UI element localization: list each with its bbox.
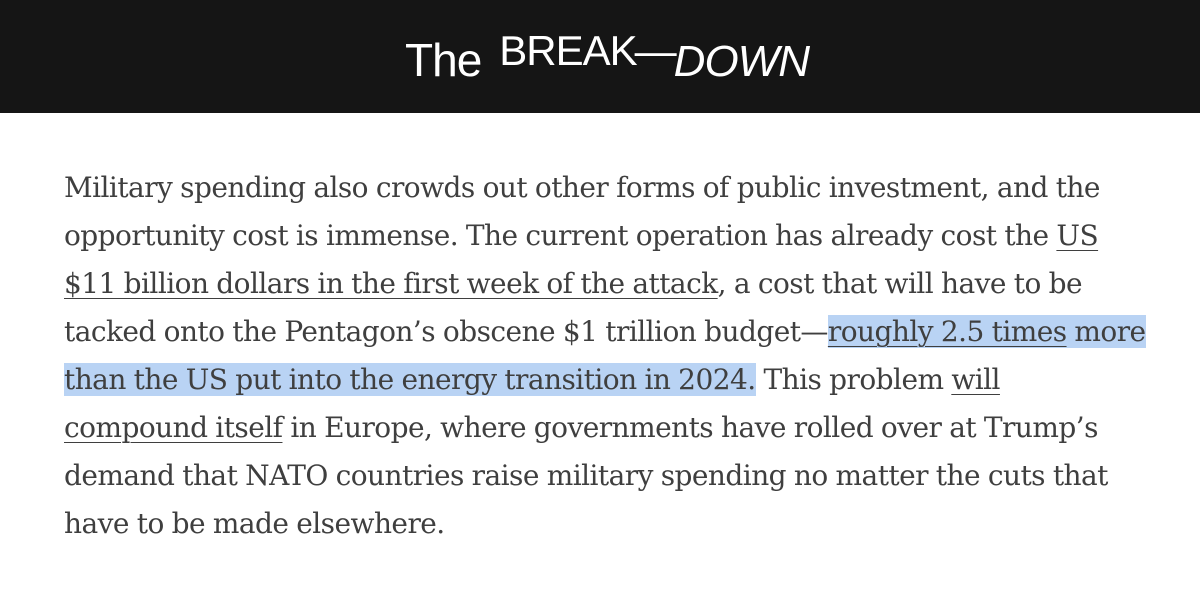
- paragraph-text: demand that NATO countries raise militar…: [64, 459, 1108, 492]
- paragraph-line: compound itself in Europe, where governm…: [64, 404, 1154, 452]
- paragraph-text: have to be made elsewhere.: [64, 507, 445, 540]
- cost-source-link[interactable]: US: [1056, 219, 1099, 252]
- paragraph-text: tacked onto the Pentagon’s obscene $1 tr…: [64, 315, 828, 348]
- site-header: The BREAK — DOWN: [0, 0, 1200, 113]
- paragraph-line: Military spending also crowds out other …: [64, 164, 1154, 212]
- article-paragraph: Military spending also crowds out other …: [64, 164, 1154, 548]
- paragraph-text: opportunity cost is immense. The current…: [64, 219, 1057, 252]
- paragraph-text: This problem: [755, 363, 952, 396]
- logo-word-down: DOWN: [673, 36, 810, 86]
- selected-text: more: [1066, 315, 1146, 348]
- paragraph-line: $11 billion dollars in the first week of…: [64, 260, 1154, 308]
- paragraph-text: , a cost that will have to be: [717, 267, 1083, 300]
- selected-text: than the US put into the energy transiti…: [64, 363, 756, 396]
- logo-word-the: The: [405, 33, 482, 86]
- paragraph-text: Military spending also crowds out other …: [64, 171, 1100, 204]
- cost-source-link[interactable]: $11 billion dollars in the first week of…: [64, 267, 718, 300]
- energy-comparison-link[interactable]: roughly 2.5 times: [827, 315, 1067, 348]
- paragraph-line: have to be made elsewhere.: [64, 500, 1154, 548]
- logo-word-break: BREAK: [499, 26, 637, 74]
- logo-dash: —: [634, 26, 677, 74]
- paragraph-line: than the US put into the energy transiti…: [64, 356, 1154, 404]
- paragraph-text: in Europe, where governments have rolled…: [282, 411, 1098, 444]
- paragraph-line: opportunity cost is immense. The current…: [64, 212, 1154, 260]
- paragraph-line: tacked onto the Pentagon’s obscene $1 tr…: [64, 308, 1154, 356]
- paragraph-line: demand that NATO countries raise militar…: [64, 452, 1154, 500]
- site-logo[interactable]: The BREAK — DOWN: [405, 26, 810, 86]
- compound-itself-link[interactable]: will: [951, 363, 1000, 396]
- compound-itself-link[interactable]: compound itself: [64, 411, 283, 444]
